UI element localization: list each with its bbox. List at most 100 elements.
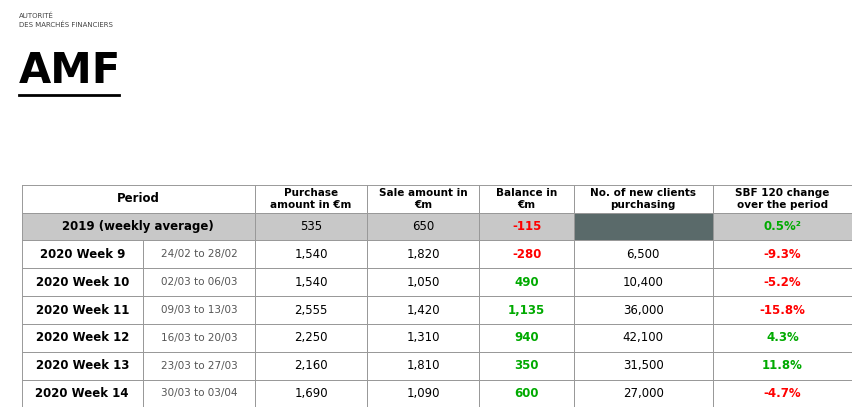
Text: 940: 940 [515, 331, 539, 344]
Text: 4.3%: 4.3% [766, 331, 798, 344]
Text: 2020 Week 13: 2020 Week 13 [35, 359, 129, 372]
Text: 31,500: 31,500 [623, 359, 663, 372]
Text: 27,000: 27,000 [623, 387, 663, 400]
Bar [573, 240, 713, 268]
Bar [573, 213, 713, 240]
Text: 1,690: 1,690 [294, 387, 328, 400]
Text: 1,135: 1,135 [508, 304, 545, 317]
Text: 2,555: 2,555 [294, 304, 328, 317]
Bar [143, 268, 255, 296]
Text: -280: -280 [512, 248, 541, 261]
Bar [255, 324, 368, 352]
Bar [479, 380, 573, 407]
Text: 2020 Week 11: 2020 Week 11 [35, 304, 129, 317]
Bar [573, 296, 713, 324]
Bar [713, 296, 852, 324]
Bar [255, 213, 368, 240]
Bar [143, 240, 255, 268]
Text: 2019 (weekly average): 2019 (weekly average) [62, 220, 215, 233]
Bar [479, 296, 573, 324]
Bar [479, 185, 573, 213]
Text: 16/03 to 20/03: 16/03 to 20/03 [161, 333, 237, 343]
Bar [368, 380, 479, 407]
Text: 2020 Week 9: 2020 Week 9 [40, 248, 125, 261]
Text: 350: 350 [515, 359, 539, 372]
Bar [143, 352, 255, 380]
Text: 2,160: 2,160 [294, 359, 328, 372]
Text: 1,820: 1,820 [407, 248, 440, 261]
Bar [22, 268, 143, 296]
Bar [713, 380, 852, 407]
Bar [22, 380, 143, 407]
Text: Period: Period [117, 192, 160, 205]
Bar [22, 324, 143, 352]
Text: 1,540: 1,540 [294, 276, 328, 289]
Text: 36,000: 36,000 [623, 304, 663, 317]
Bar [479, 324, 573, 352]
Text: 10,400: 10,400 [623, 276, 663, 289]
Text: 1,540: 1,540 [294, 248, 328, 261]
Bar [255, 380, 368, 407]
Text: 30/03 to 03/04: 30/03 to 03/04 [161, 388, 237, 399]
Text: -15.8%: -15.8% [759, 304, 805, 317]
Text: SBF 120 change
over the period: SBF 120 change over the period [735, 188, 830, 210]
Text: 1,810: 1,810 [407, 359, 440, 372]
Bar [368, 324, 479, 352]
Text: 42,100: 42,100 [623, 331, 663, 344]
Text: 1,420: 1,420 [407, 304, 440, 317]
Bar [713, 213, 852, 240]
Bar [368, 296, 479, 324]
Bar [573, 185, 713, 213]
Text: No. of new clients
purchasing: No. of new clients purchasing [590, 188, 696, 210]
Bar [479, 352, 573, 380]
Bar [479, 268, 573, 296]
Text: 1,310: 1,310 [407, 331, 440, 344]
Text: 2,250: 2,250 [294, 331, 328, 344]
Bar [573, 352, 713, 380]
Bar [368, 213, 479, 240]
Text: 09/03 to 13/03: 09/03 to 13/03 [161, 305, 237, 315]
Bar [479, 213, 573, 240]
Bar [22, 185, 255, 213]
Text: AMF: AMF [19, 50, 121, 92]
Bar [255, 296, 368, 324]
Bar [143, 296, 255, 324]
Text: Balance in
€m: Balance in €m [496, 188, 557, 210]
Bar [368, 240, 479, 268]
Text: 23/03 to 27/03: 23/03 to 27/03 [161, 361, 237, 371]
Bar [368, 185, 479, 213]
Text: 24/02 to 28/02: 24/02 to 28/02 [161, 249, 237, 260]
Bar [573, 380, 713, 407]
Text: 2020 Week 14: 2020 Week 14 [35, 387, 129, 400]
Text: -4.7%: -4.7% [764, 387, 801, 400]
Bar [22, 213, 255, 240]
Bar [713, 352, 852, 380]
Bar [22, 296, 143, 324]
Text: 1,050: 1,050 [407, 276, 440, 289]
Text: 0.5%²: 0.5%² [764, 220, 801, 233]
Bar [22, 240, 143, 268]
Text: 1,090: 1,090 [407, 387, 440, 400]
Text: Sale amount in
€m: Sale amount in €m [379, 188, 468, 210]
Text: 650: 650 [413, 220, 434, 233]
Text: 600: 600 [515, 387, 539, 400]
Text: 11.8%: 11.8% [762, 359, 803, 372]
Text: -9.3%: -9.3% [764, 248, 801, 261]
Text: Purchase
amount in €m: Purchase amount in €m [271, 188, 352, 210]
Bar [368, 268, 479, 296]
Bar [255, 352, 368, 380]
Bar [368, 352, 479, 380]
Bar [255, 240, 368, 268]
Text: -5.2%: -5.2% [764, 276, 801, 289]
Bar [713, 240, 852, 268]
Text: -115: -115 [512, 220, 541, 233]
Text: AUTORITÉ
DES MARCHÉS FINANCIERS: AUTORITÉ DES MARCHÉS FINANCIERS [19, 13, 113, 28]
Bar [713, 268, 852, 296]
Text: 2020 Week 10: 2020 Week 10 [35, 276, 129, 289]
Bar [479, 240, 573, 268]
Bar [573, 268, 713, 296]
Text: 2020 Week 12: 2020 Week 12 [35, 331, 129, 344]
Bar [713, 185, 852, 213]
Text: 535: 535 [300, 220, 322, 233]
Text: 02/03 to 06/03: 02/03 to 06/03 [161, 277, 237, 287]
